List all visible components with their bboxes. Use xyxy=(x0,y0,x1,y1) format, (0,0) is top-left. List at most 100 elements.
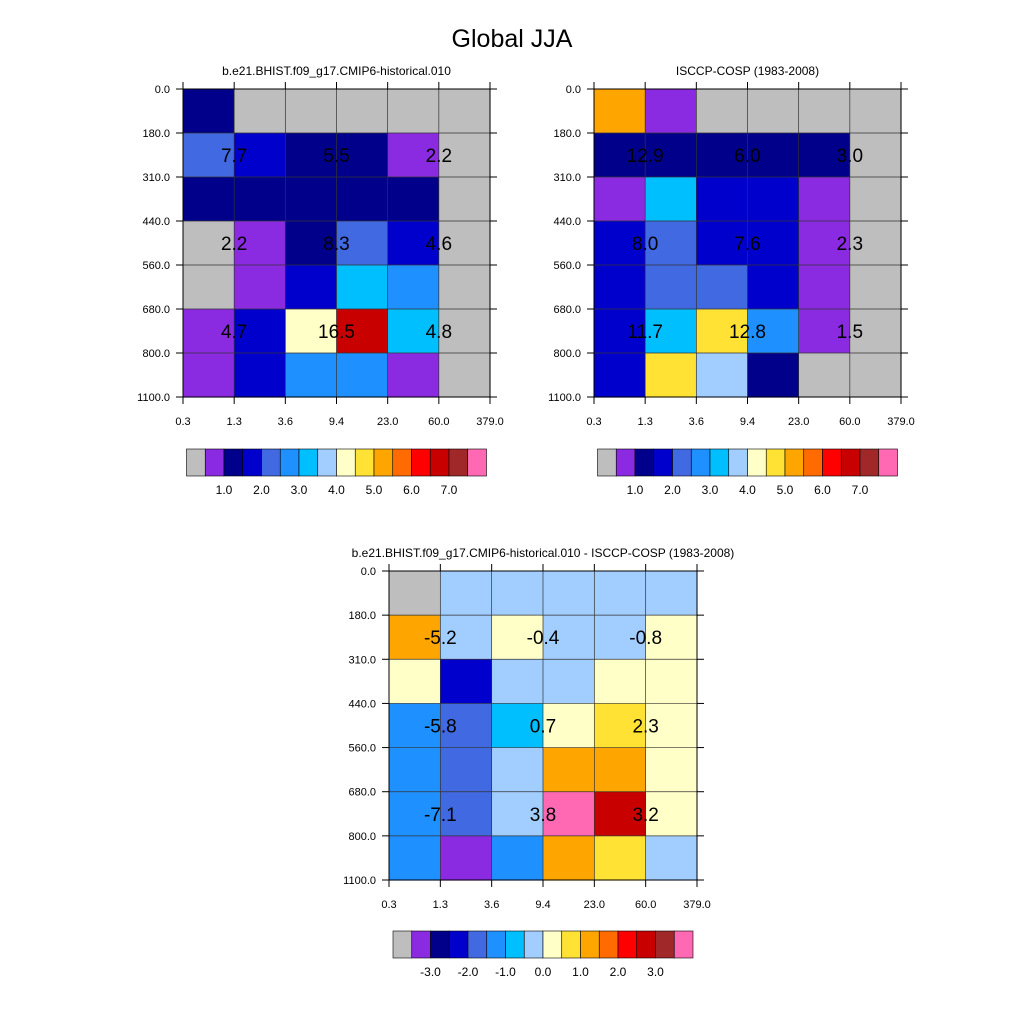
panel1-colorbar-box xyxy=(223,448,244,477)
panel1-y-tick-label: 680.0 xyxy=(142,304,170,316)
panel1-y-tick-label: 800.0 xyxy=(142,348,170,360)
panel2-colorbar-box xyxy=(653,448,673,477)
panel1-colorbar-box xyxy=(242,448,262,477)
panel3-colorbar-box xyxy=(411,930,431,959)
panel2-cell xyxy=(849,89,902,134)
panel3-colorbar-label: 1.0 xyxy=(572,965,589,979)
panel3-cell xyxy=(594,659,647,705)
panel1-cell xyxy=(438,89,491,134)
panel1-cell xyxy=(234,89,286,134)
panel2-colorbar-label: 7.0 xyxy=(852,483,869,497)
panel1-cell xyxy=(183,177,235,222)
panel3-cell xyxy=(543,571,595,616)
panel1-cell xyxy=(438,265,491,310)
panel1-colorbar-label: 1.0 xyxy=(216,483,233,497)
panel2-colorbar-box xyxy=(840,448,861,477)
panel1-cell xyxy=(336,309,389,354)
panel2-y-tick-label: 180.0 xyxy=(553,128,581,140)
panel3-cell xyxy=(389,835,441,881)
panel3-cell xyxy=(543,703,595,749)
panel1-cell xyxy=(183,133,235,178)
panel3-cell xyxy=(543,747,595,793)
panel2-cell xyxy=(849,309,902,354)
panel1-cell xyxy=(438,221,491,266)
panel1-colorbar-box xyxy=(204,448,225,477)
panel2-cell xyxy=(594,353,646,398)
panel2-cell xyxy=(696,177,749,222)
panel1-y-tick-label: 0.0 xyxy=(155,84,170,96)
panel1-cell xyxy=(336,89,389,134)
panel1-cell xyxy=(438,353,491,398)
panel3-value-label: -7.1 xyxy=(424,805,457,826)
panel1-value-label: 2.2 xyxy=(426,146,452,167)
panel3-cell xyxy=(543,791,595,837)
panel1-colorbar-box xyxy=(392,448,412,477)
panel3-colorbar-box xyxy=(448,930,469,959)
panel3-y-tick-label: 1100.0 xyxy=(343,875,376,887)
panel3-value-label: -0.8 xyxy=(629,628,662,649)
panel1-cell xyxy=(285,221,338,266)
panel1-cell xyxy=(336,133,389,178)
panel2-title: ISCCP-COSP (1983-2008) xyxy=(676,64,819,78)
panel1-colorbar-label: 7.0 xyxy=(441,483,458,497)
panel3-colorbar-box xyxy=(636,930,656,959)
panel3-cell xyxy=(491,791,544,837)
panel2-cell xyxy=(594,133,646,178)
panel2-cell xyxy=(849,265,902,310)
panel1-colorbar-box xyxy=(298,448,319,477)
panel1-cell xyxy=(183,265,235,310)
panel2-cell xyxy=(645,265,697,310)
panel1-x-tick-label: 3.6 xyxy=(278,416,293,428)
panel3-cell xyxy=(440,703,493,749)
panel3-y-tick-label: 440.0 xyxy=(348,698,376,710)
panel2-colorbar-box xyxy=(784,448,805,477)
panel3-colorbar-box xyxy=(523,930,544,959)
panel2-value-label: 8.0 xyxy=(632,234,658,255)
panel3-cell xyxy=(543,615,595,660)
panel2-colorbar-box xyxy=(709,448,730,477)
panel2-y-tick-label: 310.0 xyxy=(553,172,581,184)
panel3-cell xyxy=(645,615,698,660)
panel1-y-tick-label: 1100.0 xyxy=(137,392,170,404)
panel2-cell xyxy=(747,177,800,222)
panel3-cell xyxy=(389,659,441,705)
panel3-cell xyxy=(594,615,647,660)
panel2-colorbar-box xyxy=(597,448,617,477)
panel3-colorbar-box xyxy=(542,930,563,959)
panel3-cell xyxy=(645,791,698,837)
panel2-y-tick-label: 680.0 xyxy=(553,304,581,316)
panel3-colorbar-box xyxy=(655,930,675,959)
panel3-cell xyxy=(491,703,544,749)
panel2-value-label: 11.7 xyxy=(627,322,663,343)
panel2-colorbar-box xyxy=(728,448,748,477)
panel2-cell xyxy=(849,177,902,222)
panel3-colorbar-label: -2.0 xyxy=(458,965,479,979)
panel2-colorbar-label: 6.0 xyxy=(814,483,831,497)
panel1-cell xyxy=(336,221,389,266)
panel2-x-tick-label: 379.0 xyxy=(887,416,915,428)
panel3-colorbar-label: 3.0 xyxy=(647,965,664,979)
panel1-cell xyxy=(387,89,440,134)
panel2-colorbar-box xyxy=(878,448,898,477)
panel1-cell xyxy=(387,353,440,398)
panel1-y-tick-label: 180.0 xyxy=(142,128,170,140)
panel2-cell xyxy=(696,309,749,354)
panel1-value-label: 16.5 xyxy=(318,322,355,343)
panel3-cell xyxy=(440,571,493,616)
panel3-cell xyxy=(645,747,698,793)
panel1-value-label: 4.7 xyxy=(221,322,247,343)
panel2-cell xyxy=(594,221,646,266)
panel2-cell xyxy=(747,133,800,178)
panel2-cell xyxy=(594,177,646,222)
panel3-colorbar-label: -1.0 xyxy=(495,965,516,979)
panel1-cell xyxy=(183,89,235,134)
panel1-colorbar-label: 6.0 xyxy=(403,483,420,497)
panel1-cell xyxy=(285,309,338,354)
panel2-cell xyxy=(849,221,902,266)
panel2-cell xyxy=(798,221,851,266)
panel1-x-tick-label: 60.0 xyxy=(428,416,449,428)
panel2-x-tick-label: 23.0 xyxy=(788,416,809,428)
panel2-x-tick-label: 1.3 xyxy=(638,416,653,428)
panel2-cell xyxy=(798,309,851,354)
panel3-cell xyxy=(594,703,647,749)
